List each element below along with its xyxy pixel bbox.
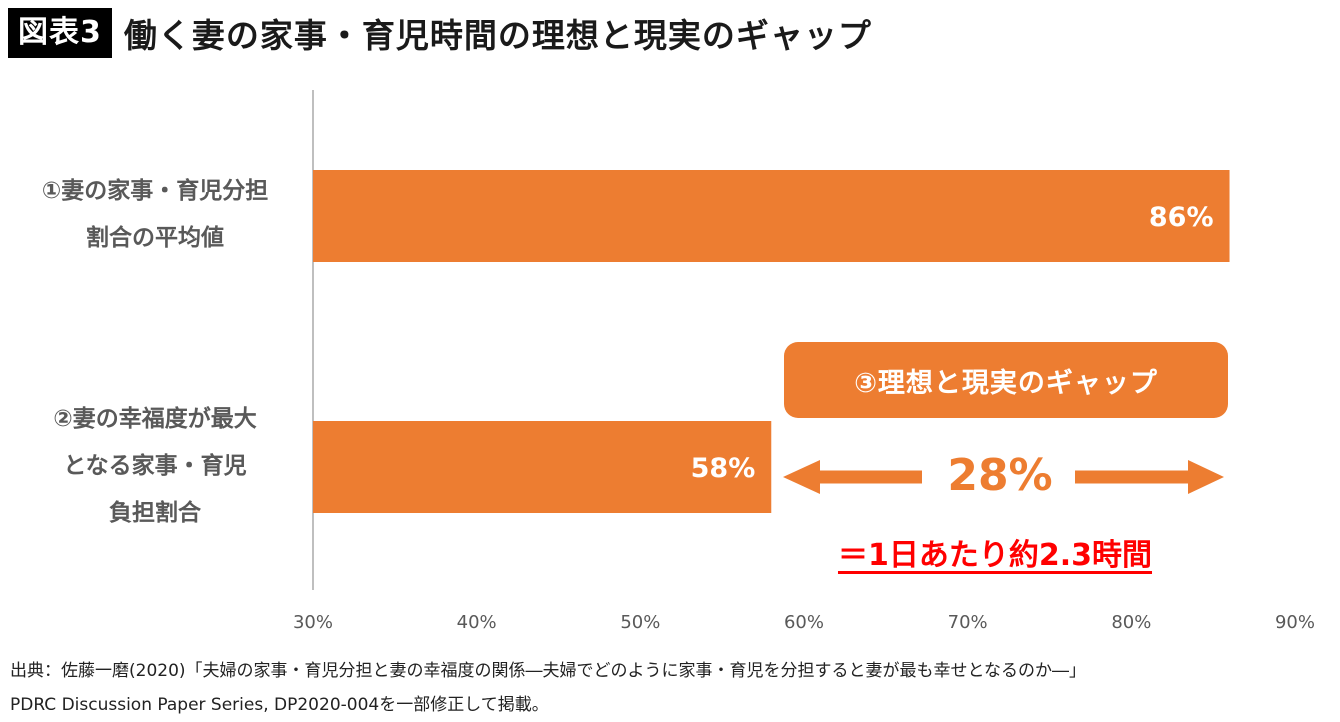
category-label-line: 割合の平均値 (86, 225, 224, 251)
bar-value-label-2: 58% (691, 453, 756, 484)
category-label-2: ②妻の幸福度が最大 となる家事・育児 負担割合 (10, 396, 300, 537)
gap-label-box: ③理想と現実のギャップ (784, 342, 1228, 418)
category-label-1: ①妻の家事・育児分担 割合の平均値 (10, 168, 300, 262)
source-line-2: PDRC Discussion Paper Series, DP2020-004… (10, 695, 549, 715)
category-label-line: ①妻の家事・育児分担 (41, 178, 269, 204)
figure-tag: 図表3 (8, 8, 112, 58)
category-label-line: となる家事・育児 (63, 453, 247, 479)
bar-2 (313, 421, 772, 513)
x-tick-label: 50% (620, 612, 660, 633)
chart-title: 働く妻の家事・育児時間の理想と現実のギャップ (123, 16, 872, 55)
gap-arrow-left-head (783, 460, 820, 494)
source-line-1: 出典：佐藤一磨(2020)「夫婦の家事・育児分担と妻の幸福度の関係―夫婦でどのよ… (10, 661, 1087, 681)
x-tick-label: 40% (457, 612, 497, 633)
x-tick-label: 60% (784, 612, 824, 633)
x-tick-label: 70% (948, 612, 988, 633)
gap-value: 28% (947, 450, 1053, 501)
category-label-line: ②妻の幸福度が最大 (53, 406, 257, 432)
gap-arrow-right-head (1188, 460, 1224, 494)
chart-header: 図表3 働く妻の家事・育児時間の理想と現実のギャップ (8, 8, 872, 58)
category-label-line: 負担割合 (109, 500, 201, 526)
bar-1 (313, 170, 1230, 262)
gap-hours-note: ＝1日あたり約2.3時間 (837, 538, 1153, 573)
bar-value-label-1: 86% (1149, 202, 1214, 233)
x-tick-label: 30% (293, 612, 333, 633)
x-tick-label: 90% (1275, 612, 1315, 633)
x-tick-label: 80% (1111, 612, 1151, 633)
